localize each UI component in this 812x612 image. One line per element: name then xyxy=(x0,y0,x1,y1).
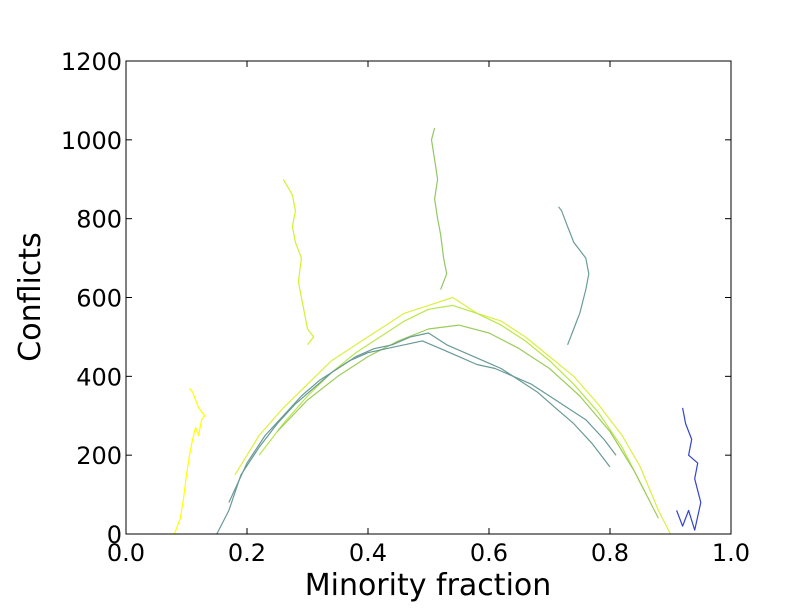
x-ticks: 0.0 0.2 0.4 0.6 0.8 1.0 xyxy=(107,61,750,567)
trace-8 xyxy=(558,206,590,346)
trace-6 xyxy=(216,340,617,535)
trace-layer xyxy=(173,127,702,535)
x-tick-label: 0.0 xyxy=(107,539,145,567)
y-axis-label: Conflicts xyxy=(13,232,48,361)
x-tick-label: 0.2 xyxy=(228,539,266,567)
y-tick-label: 400 xyxy=(76,363,122,391)
x-tick-label: 1.0 xyxy=(712,539,750,567)
plot-frame xyxy=(125,60,732,535)
trace-3 xyxy=(258,304,647,495)
trace-5 xyxy=(430,127,448,290)
x-tick-label: 0.4 xyxy=(349,539,387,567)
y-tick-label: 600 xyxy=(76,285,122,313)
y-tick-label: 1200 xyxy=(61,48,122,76)
trace-0 xyxy=(173,387,206,535)
x-axis-label: Minority fraction xyxy=(305,568,552,603)
trace-2 xyxy=(282,178,315,346)
x-tick-label: 0.8 xyxy=(591,539,629,567)
y-ticks: 0 200 400 600 800 1000 1200 xyxy=(61,48,731,549)
y-tick-label: 800 xyxy=(76,206,122,234)
x-tick-label: 0.6 xyxy=(470,539,508,567)
trace-4 xyxy=(276,324,659,519)
y-tick-label: 0 xyxy=(107,521,122,549)
trace-9 xyxy=(676,407,702,531)
trace-1 xyxy=(234,296,672,535)
y-tick-label: 200 xyxy=(76,442,122,470)
y-tick-label: 1000 xyxy=(61,127,122,155)
trace-7 xyxy=(228,332,611,503)
